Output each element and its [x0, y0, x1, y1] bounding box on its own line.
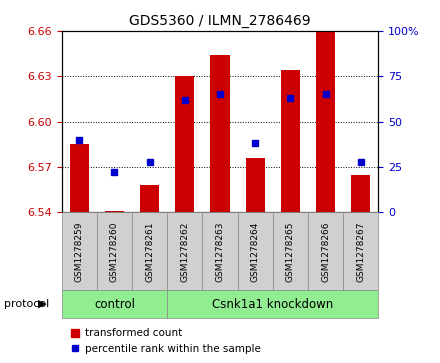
Bar [210, 55, 230, 212]
Text: GSM1278266: GSM1278266 [321, 221, 330, 282]
Bar [246, 158, 265, 212]
Legend: transformed count, percentile rank within the sample: transformed count, percentile rank withi… [67, 324, 264, 358]
Text: control: control [94, 298, 135, 310]
Bar [167, 212, 202, 290]
Bar [105, 211, 124, 212]
Text: GSM1278261: GSM1278261 [145, 221, 154, 282]
Bar [308, 212, 343, 290]
Text: GSM1278260: GSM1278260 [110, 221, 119, 282]
Text: GSM1278263: GSM1278263 [216, 221, 224, 282]
Text: Csnk1a1 knockdown: Csnk1a1 knockdown [212, 298, 334, 310]
Bar [316, 32, 335, 212]
Bar [343, 212, 378, 290]
Title: GDS5360 / ILMN_2786469: GDS5360 / ILMN_2786469 [129, 15, 311, 28]
Text: GSM1278262: GSM1278262 [180, 221, 189, 282]
Bar [202, 212, 238, 290]
Text: GSM1278267: GSM1278267 [356, 221, 365, 282]
Text: GSM1278265: GSM1278265 [286, 221, 295, 282]
Text: ▶: ▶ [37, 299, 46, 309]
Bar [238, 212, 273, 290]
Bar [351, 175, 370, 212]
Bar [167, 290, 378, 318]
Bar [62, 290, 167, 318]
Bar [70, 144, 89, 212]
Text: protocol: protocol [4, 299, 50, 309]
Text: GSM1278259: GSM1278259 [75, 221, 84, 282]
Bar [281, 70, 300, 212]
Bar [175, 76, 194, 212]
Bar [132, 212, 167, 290]
Text: GSM1278264: GSM1278264 [251, 221, 260, 282]
Bar [62, 212, 97, 290]
Bar [140, 185, 159, 212]
Bar [273, 212, 308, 290]
Bar [97, 212, 132, 290]
